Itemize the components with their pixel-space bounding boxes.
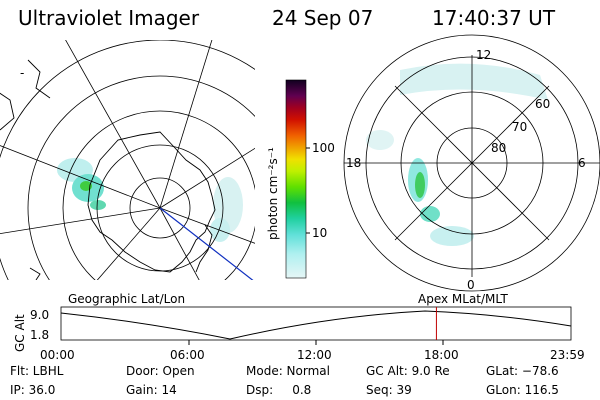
status-glat: GLat: −78.6 — [486, 364, 559, 378]
alt-ytick-low: 1.8 — [30, 328, 49, 342]
status-filter: Flt: LBHL — [10, 364, 64, 378]
aurora-emission-left — [57, 158, 243, 242]
status-seq: Seq: 39 — [366, 383, 412, 397]
mlt-tick-12: 12 — [476, 48, 491, 62]
colorbar — [285, 79, 307, 279]
status-dsp: Dsp: 0.8 — [246, 383, 311, 397]
date-label: 24 Sep 07 — [272, 6, 374, 30]
status-gain: Gain: 14 — [126, 383, 177, 397]
geo-map-caption: Geographic Lat/Lon — [68, 292, 185, 306]
alt-plot-ylabel: GC Alt — [13, 314, 27, 352]
geographic-map — [0, 40, 255, 280]
aurora-emission-right — [366, 63, 548, 246]
instrument-title: Ultraviolet Imager — [18, 6, 200, 30]
altitude-plot — [60, 306, 572, 345]
longitude-lines — [0, 40, 255, 280]
mlat-tick-60: 60 — [535, 97, 550, 111]
colorbar-label-10: 10 — [312, 226, 327, 240]
mlt-tick-6: 6 — [578, 156, 586, 170]
alt-xtick-1800: 18:00 — [424, 348, 459, 362]
altitude-curve — [60, 310, 572, 340]
mlt-map — [343, 34, 600, 292]
mlat-tick-80: 80 — [491, 141, 506, 155]
alt-xtick-2359: 23:59 — [550, 348, 585, 362]
mlt-tick-0: 0 — [467, 278, 475, 292]
mlt-tick-18: 18 — [346, 156, 361, 170]
alt-plot-xticks — [188, 340, 444, 345]
alt-plot-frame — [60, 306, 572, 341]
colorbar-unit-label: photon cm⁻²s⁻¹ — [266, 147, 280, 240]
status-glon: GLon: 116.5 — [486, 383, 559, 397]
status-door: Door: Open — [126, 364, 195, 378]
sun-direction-line — [159, 207, 254, 280]
status-gc-alt: GC Alt: 9.0 Re — [366, 364, 450, 378]
mlt-lines — [344, 55, 600, 277]
alt-xtick-1200: 12:00 — [297, 348, 332, 362]
alt-ytick-high: 9.0 — [30, 308, 49, 322]
alt-xtick-0000: 00:00 — [40, 348, 75, 362]
mlt-map-caption: Apex MLat/MLT — [418, 292, 508, 306]
colorbar-label-100: 100 — [312, 141, 335, 155]
time-label: 17:40:37 UT — [432, 6, 556, 30]
status-ip: IP: 36.0 — [10, 383, 55, 397]
status-mode: Mode: Normal — [246, 364, 330, 378]
mlat-tick-70: 70 — [512, 120, 527, 134]
coastline — [0, 59, 216, 280]
alt-xtick-0600: 06:00 — [170, 348, 205, 362]
geo-small-label-a: - — [20, 66, 24, 80]
